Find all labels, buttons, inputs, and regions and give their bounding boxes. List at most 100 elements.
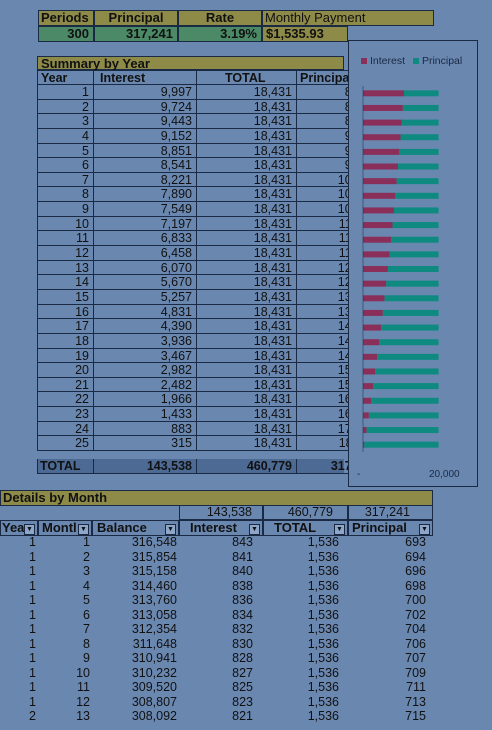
balance-filter-dropdown-icon[interactable]: ▼ [165,524,176,535]
details-sum-interest[interactable]: 143,538 [179,505,263,520]
details-year-cell[interactable]: 2 [29,709,36,723]
details-principal-cell[interactable]: 713 [405,694,426,709]
details-interest-cell[interactable]: 841 [232,549,253,564]
summary-interest-cell[interactable]: 5,670 [94,275,197,290]
details-col-interest[interactable]: Interest ▼ [179,520,263,536]
summary-year-cell[interactable]: 5 [37,143,94,159]
details-balance-cell[interactable]: 313,760 [131,593,177,607]
details-year-cell[interactable]: 1 [29,665,36,680]
details-interest-cell[interactable]: 830 [232,636,253,651]
total-interest[interactable]: 143,538 [94,459,197,474]
details-year-cell[interactable]: 1 [29,564,36,578]
details-total-cell[interactable]: 1,536 [307,651,339,665]
summary-year-cell[interactable]: 19 [37,348,94,364]
details-month-cell[interactable]: 6 [83,607,90,622]
summary-year-cell[interactable]: 4 [37,128,94,144]
summary-total-cell[interactable]: 18,431 [197,392,297,408]
summary-interest-cell[interactable]: 4,831 [94,304,197,320]
summary-total-cell[interactable]: 18,431 [197,407,297,422]
summary-interest-cell[interactable]: 315 [94,436,197,451]
summary-interest-cell[interactable]: 9,997 [94,85,197,100]
details-balance-cell[interactable]: 308,092 [131,709,177,723]
summary-total-cell[interactable]: 18,431 [197,260,297,276]
summary-interest-cell[interactable]: 9,152 [94,128,197,144]
details-total-cell[interactable]: 1,536 [307,578,339,593]
summary-year-cell[interactable]: 21 [37,377,94,393]
summary-interest-cell[interactable]: 4,390 [94,319,197,334]
summary-interest-cell[interactable]: 6,070 [94,260,197,276]
details-interest-cell[interactable]: 821 [232,709,253,723]
details-balance-cell[interactable]: 314,460 [131,578,177,593]
summary-total-cell[interactable]: 18,431 [197,114,297,129]
details-principal-cell[interactable]: 696 [405,564,426,578]
details-month-cell[interactable]: 10 [76,665,90,680]
details-balance-cell[interactable]: 308,807 [131,694,177,709]
details-interest-cell[interactable]: 823 [232,694,253,709]
details-col-total[interactable]: TOTAL ▼ [263,520,348,536]
summary-year-cell[interactable]: 24 [37,421,94,437]
details-interest-cell[interactable]: 828 [232,651,253,665]
details-total-cell[interactable]: 1,536 [307,593,339,607]
details-year-cell[interactable]: 1 [29,607,36,622]
col-interest-header[interactable]: Interest [94,70,197,85]
summary-interest-cell[interactable]: 1,433 [94,407,197,422]
summary-year-cell[interactable]: 16 [37,304,94,320]
summary-year-cell[interactable]: 11 [37,231,94,247]
details-total-cell[interactable]: 1,536 [307,680,339,694]
summary-interest-cell[interactable]: 3,467 [94,348,197,364]
details-balance-cell[interactable]: 312,354 [131,622,177,636]
summary-year-cell[interactable]: 9 [37,202,94,217]
summary-total-cell[interactable]: 18,431 [197,333,297,349]
details-year-cell[interactable]: 1 [29,680,36,694]
details-month-cell[interactable]: 9 [83,651,90,665]
summary-year-cell[interactable]: 15 [37,289,94,305]
details-principal-cell[interactable]: 693 [405,535,426,549]
summary-interest-cell[interactable]: 8,221 [94,172,197,188]
summary-year-cell[interactable]: 13 [37,260,94,276]
principal-filter-dropdown-icon[interactable]: ▼ [419,524,430,535]
details-interest-cell[interactable]: 843 [232,535,253,549]
details-sum-total[interactable]: 460,779 [263,505,348,520]
interest-principal-chart[interactable]: Interest Principal - 20,000 [348,40,478,487]
interest-filter-dropdown-icon[interactable]: ▼ [249,524,260,535]
details-interest-cell[interactable]: 832 [232,622,253,636]
details-month-cell[interactable]: 5 [83,593,90,607]
summary-total-cell[interactable]: 18,431 [197,377,297,393]
summary-interest-cell[interactable]: 1,966 [94,392,197,408]
details-balance-cell[interactable]: 316,548 [131,535,177,549]
summary-total-cell[interactable]: 18,431 [197,158,297,173]
details-year-cell[interactable]: 1 [29,636,36,651]
summary-year-cell[interactable]: 25 [37,436,94,451]
details-balance-cell[interactable]: 313,058 [131,607,177,622]
details-interest-cell[interactable]: 838 [232,578,253,593]
details-title[interactable]: Details by Month [0,490,433,506]
summary-total-cell[interactable]: 18,431 [197,363,297,378]
rate-label[interactable]: Rate [178,10,262,26]
summary-year-cell[interactable]: 3 [37,114,94,129]
year-filter-dropdown-icon[interactable]: ▼ [24,524,35,535]
details-principal-cell[interactable]: 698 [405,578,426,593]
summary-interest-cell[interactable]: 6,458 [94,246,197,261]
summary-interest-cell[interactable]: 7,549 [94,202,197,217]
summary-year-cell[interactable]: 22 [37,392,94,408]
summary-interest-cell[interactable]: 9,724 [94,99,197,115]
total-filter-dropdown-icon[interactable]: ▼ [334,524,345,535]
summary-interest-cell[interactable]: 8,851 [94,143,197,159]
details-balance-cell[interactable]: 311,648 [132,636,177,651]
summary-year-cell[interactable]: 10 [37,216,94,232]
principal-value[interactable]: 317,241 [94,26,178,42]
summary-total-cell[interactable]: 18,431 [197,436,297,451]
details-balance-cell[interactable]: 310,941 [131,651,177,665]
total-total[interactable]: 460,779 [197,459,297,474]
details-year-cell[interactable]: 1 [29,578,36,593]
details-total-cell[interactable]: 1,536 [307,607,339,622]
details-balance-cell[interactable]: 315,158 [131,564,177,578]
summary-interest-cell[interactable]: 2,982 [94,363,197,378]
details-col-principal[interactable]: Principal ▼ [348,520,433,536]
details-year-cell[interactable]: 1 [29,622,36,636]
col-year-header[interactable]: Year [37,70,94,85]
details-total-cell[interactable]: 1,536 [307,636,339,651]
periods-label[interactable]: Periods [38,10,94,26]
details-total-cell[interactable]: 1,536 [307,665,339,680]
summary-total-cell[interactable]: 18,431 [197,231,297,247]
